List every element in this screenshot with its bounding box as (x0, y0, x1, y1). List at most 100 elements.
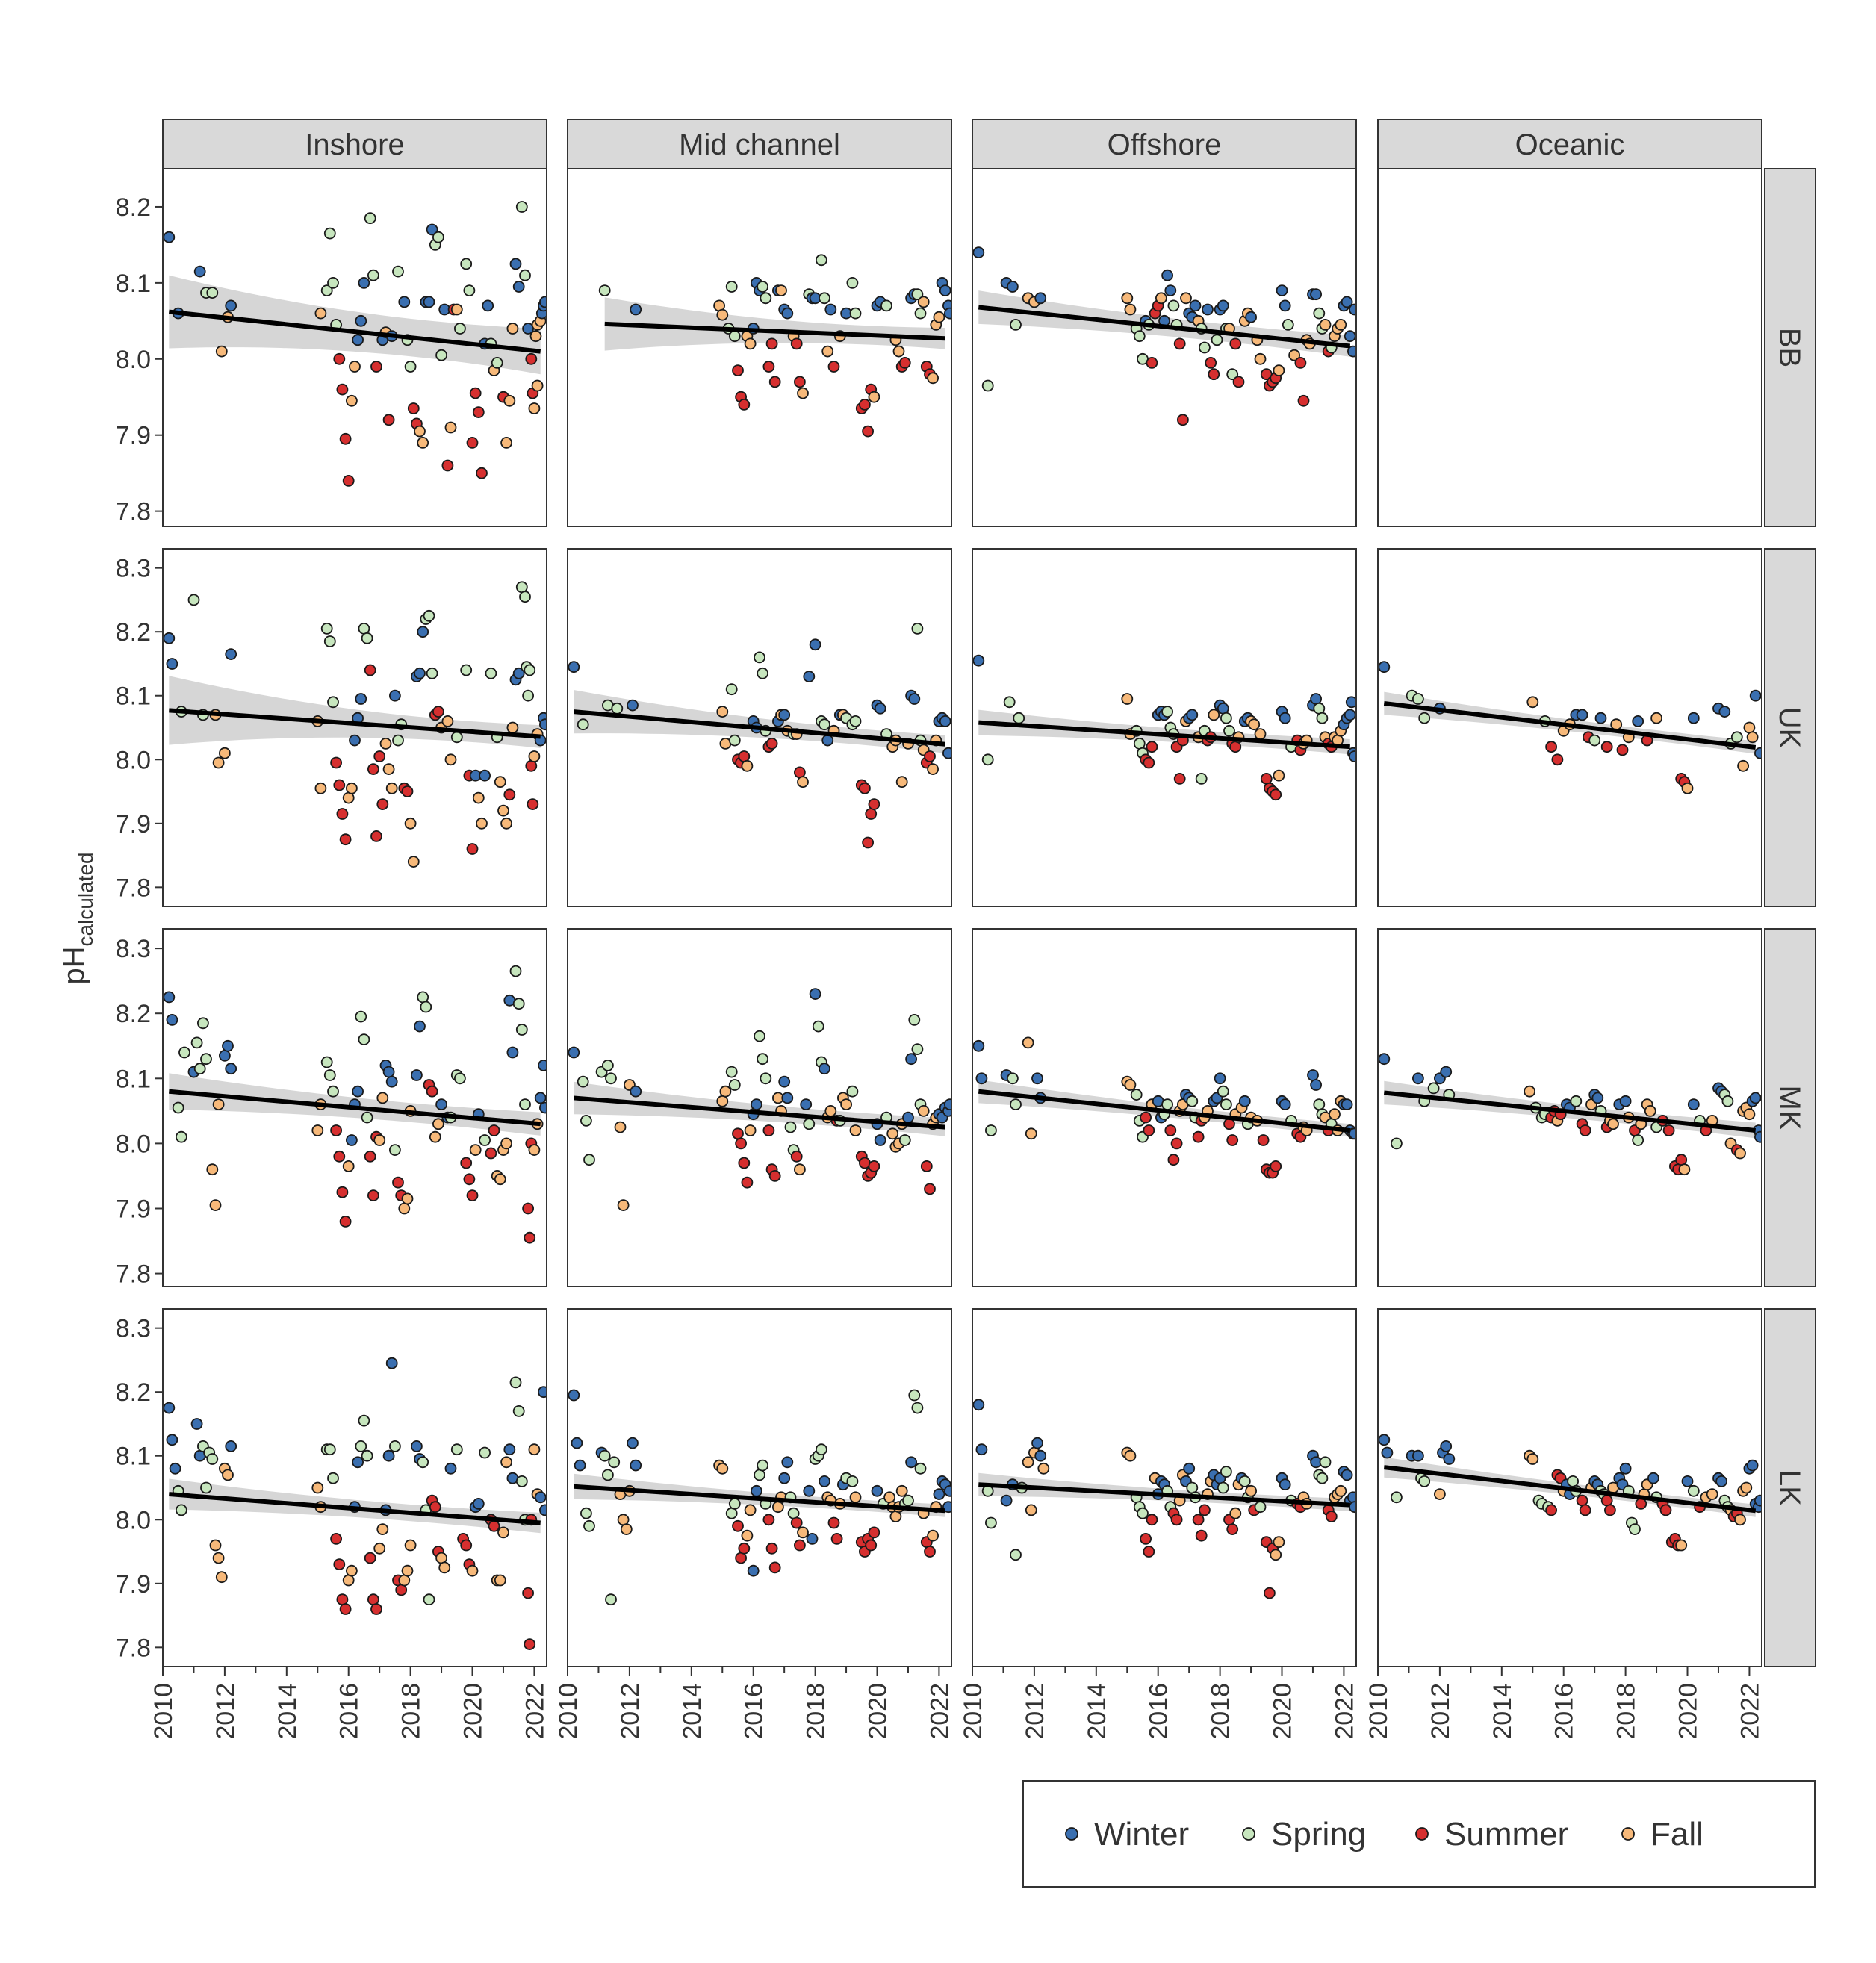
data-point-spring (1013, 712, 1025, 724)
y-tick-label: 7.8 (116, 874, 151, 902)
column-strip: Inshore (162, 119, 547, 169)
data-point-winter (908, 693, 921, 705)
data-point-summer (339, 1603, 352, 1615)
data-point-spring (460, 258, 473, 270)
trend-line (1383, 701, 1757, 750)
data-point-winter (503, 1443, 516, 1456)
x-tick-label: 2022 (1330, 1683, 1358, 1740)
data-point-fall (314, 307, 327, 320)
data-point-spring (849, 715, 862, 727)
data-point-summer (364, 1150, 376, 1163)
data-point-spring (880, 299, 892, 312)
column-strip-bg (162, 119, 547, 169)
data-point-summer (339, 432, 352, 445)
data-point-fall (1180, 292, 1192, 305)
y-tick-label: 8.0 (116, 1130, 151, 1158)
data-point-winter (1378, 1053, 1391, 1066)
legend-item-fall: Fall (1621, 1816, 1703, 1852)
data-point-spring (902, 1494, 914, 1507)
data-point-fall (716, 706, 729, 718)
data-point-winter (1031, 1072, 1043, 1085)
data-point-spring (206, 287, 219, 299)
data-point-summer (524, 1638, 536, 1651)
data-point-spring (1186, 1095, 1199, 1107)
data-point-winter (972, 654, 985, 667)
panel-uk-inshore (162, 548, 547, 907)
panel-mk-oceanic (1377, 928, 1762, 1287)
data-point-spring (509, 965, 522, 977)
data-point-winter (417, 626, 429, 638)
x-tick-label: 2022 (925, 1683, 954, 1740)
data-point-spring (423, 1593, 435, 1606)
data-point-summer (768, 1561, 781, 1574)
data-point-spring (981, 379, 994, 392)
data-point-spring (898, 1134, 911, 1146)
data-point-winter (1619, 1462, 1632, 1475)
y-tick-label: 7.8 (116, 1260, 151, 1289)
trend-line (574, 1484, 945, 1514)
data-point-fall (1335, 1484, 1347, 1497)
data-point-spring (515, 201, 528, 213)
data-point-spring (417, 991, 429, 1004)
data-point-winter (1754, 747, 1762, 759)
data-point-fall (528, 402, 541, 414)
data-point-winter (902, 1111, 914, 1124)
panel-mk-mid-channel (567, 928, 952, 1287)
data-point-fall (432, 1118, 444, 1130)
data-point-fall (741, 1529, 754, 1542)
data-point-winter (444, 1462, 457, 1475)
x-tick-label: 2012 (1021, 1683, 1049, 1740)
x-tick-label: 2018 (1612, 1683, 1641, 1740)
y-tick-label: 8.2 (116, 1378, 151, 1407)
data-point-spring (1238, 1475, 1251, 1487)
y-axis: 7.8 7.9 8.0 8.1 8.2 8.3 (116, 1315, 163, 1662)
data-point-summer (1173, 337, 1186, 350)
data-point-spring (605, 1593, 617, 1606)
data-point-summer (1164, 1124, 1177, 1136)
data-point-spring (725, 1507, 738, 1519)
data-point-fall (1022, 1036, 1034, 1049)
row-strip-label: MK (1773, 1086, 1806, 1130)
data-point-spring (355, 1010, 367, 1023)
data-point-spring (367, 269, 379, 281)
data-point-summer (1146, 356, 1158, 369)
data-point-spring (450, 1443, 463, 1456)
data-point-winter (1202, 303, 1214, 316)
data-point-spring (1570, 1095, 1583, 1107)
data-point-winter (166, 658, 178, 670)
data-point-spring (320, 284, 333, 297)
data-point-fall (1734, 1147, 1746, 1160)
data-point-fall (311, 1124, 324, 1136)
data-point-spring (728, 1079, 741, 1091)
column-strip-label: Mid channel (679, 128, 840, 161)
x-axis: 2010 2012 2014 2016 2018 2020 2022 (554, 1667, 954, 1740)
data-point-summer (732, 364, 744, 377)
data-point-winter (398, 296, 411, 308)
legend-item-winter: Winter (1065, 1816, 1189, 1852)
row-strip-label: UK (1773, 707, 1806, 749)
data-point-winter (1349, 750, 1356, 762)
data-point-winter (1341, 1469, 1353, 1481)
data-point-winter (538, 1386, 547, 1399)
data-point-fall (1681, 782, 1694, 794)
x-tick-label: 2010 (149, 1683, 178, 1740)
data-point-spring (1313, 702, 1326, 715)
data-point-spring (206, 1453, 219, 1465)
data-point-fall (1121, 292, 1134, 305)
data-point-fall (1273, 364, 1285, 377)
data-point-spring (846, 1475, 859, 1487)
data-point-fall (497, 1526, 509, 1539)
data-point-summer (1257, 1134, 1270, 1146)
data-point-fall (379, 738, 392, 750)
panel-border (972, 928, 1357, 1287)
data-point-spring (423, 609, 435, 622)
data-point-spring (1282, 318, 1294, 331)
data-point-winter (939, 715, 951, 727)
data-point-fall (620, 1523, 633, 1536)
column-strip: Offshore (972, 119, 1357, 169)
row-strip-bg (1764, 168, 1816, 527)
data-point-winter (426, 223, 438, 236)
data-point-fall (385, 782, 398, 794)
data-point-spring (1130, 1089, 1143, 1101)
y-tick-label: 7.9 (116, 1570, 151, 1599)
